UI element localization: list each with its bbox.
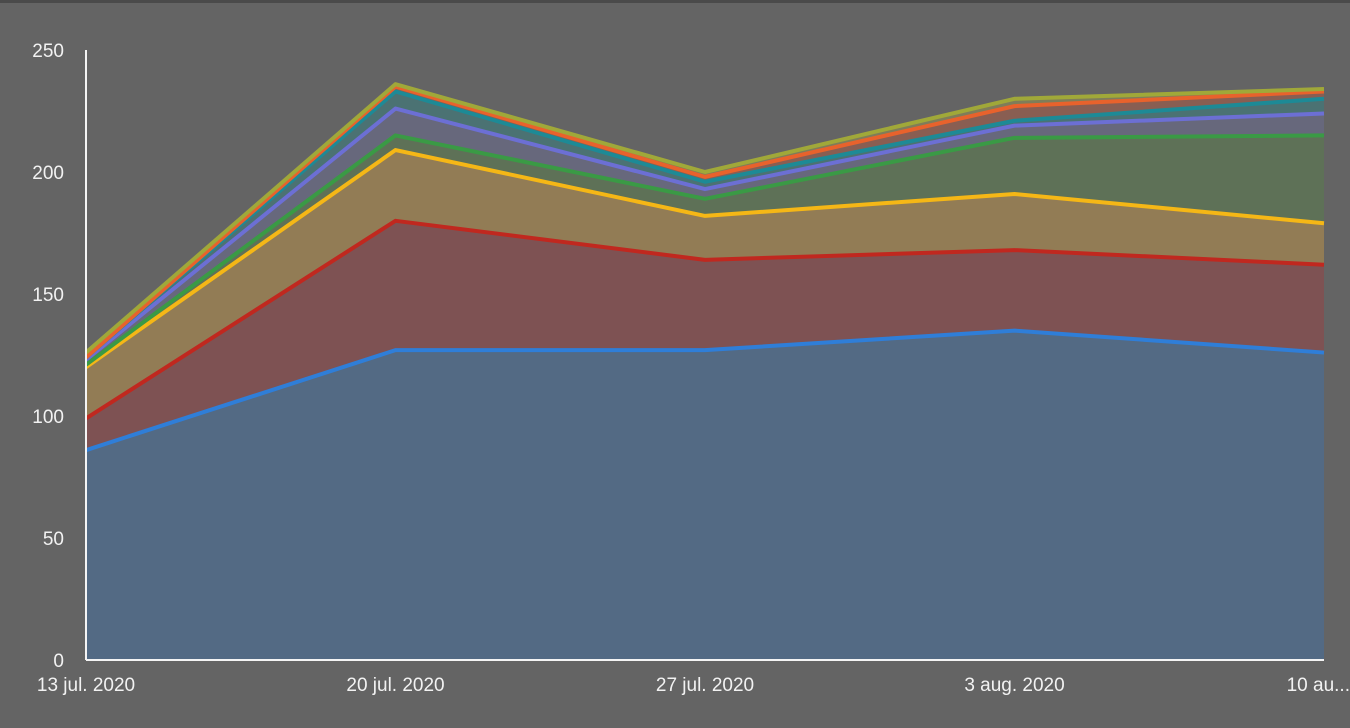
y-tick-label: 150 bbox=[32, 285, 64, 306]
series-8-line bbox=[84, 82, 1325, 355]
x-tick-label: 10 au... bbox=[1287, 675, 1350, 696]
series-4-line bbox=[84, 133, 1325, 367]
y-tick-label: 250 bbox=[32, 41, 64, 62]
y-tick-label: 100 bbox=[32, 407, 64, 428]
x-tick-label: 13 jul. 2020 bbox=[37, 675, 135, 696]
y-tick-label: 200 bbox=[32, 163, 64, 184]
series-1-line bbox=[85, 328, 1325, 453]
lines-layer bbox=[84, 82, 1325, 453]
series-7-line bbox=[84, 84, 1325, 359]
series-1-area bbox=[86, 330, 1324, 660]
x-tick-label: 3 aug. 2020 bbox=[964, 675, 1064, 696]
y-tick-label: 0 bbox=[53, 651, 64, 672]
labels-layer: 0 50 100 150 200 250 13 jul. 2020 20 jul. 2020 2… bbox=[32, 41, 1350, 696]
series-6-line bbox=[84, 89, 1325, 359]
y-tick-label: 50 bbox=[43, 529, 64, 550]
stacked-area-chart: 0 50 100 150 200 250 13 jul. 2020 20 jul. 2020 2… bbox=[32, 41, 1350, 696]
axes-layer bbox=[85, 50, 1324, 661]
series-2-area bbox=[86, 220, 1324, 451]
x-tick-label: 20 jul. 2020 bbox=[346, 675, 444, 696]
series-3-area bbox=[86, 150, 1324, 419]
series-5-line bbox=[84, 106, 1325, 362]
series-2-line bbox=[84, 218, 1325, 421]
x-tick-label: 27 jul. 2020 bbox=[656, 675, 754, 696]
series-3-line bbox=[84, 148, 1325, 369]
series-5-area bbox=[86, 108, 1324, 365]
